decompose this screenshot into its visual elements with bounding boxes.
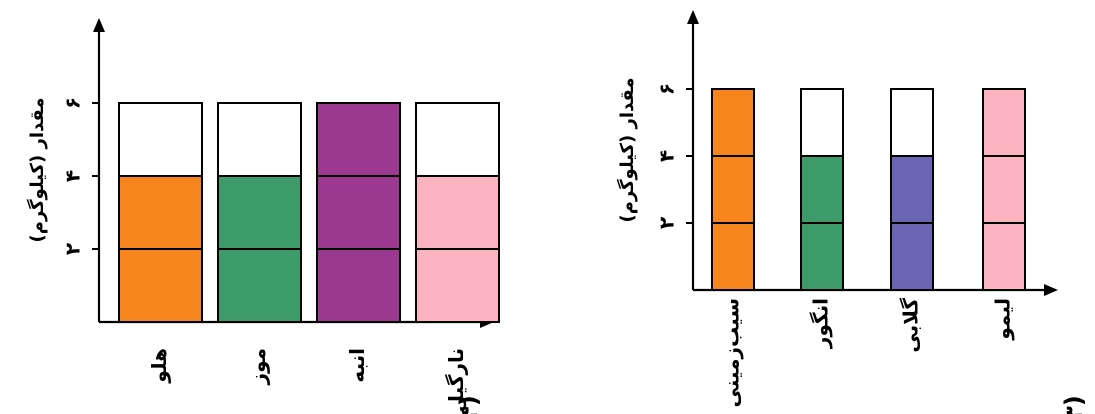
- bar: [217, 102, 302, 323]
- bar: [711, 88, 755, 291]
- bar-outline: [711, 88, 755, 291]
- bar-fill: [712, 89, 754, 290]
- bar: [118, 102, 203, 323]
- y-axis-label: مقدار (کیلوگرم): [26, 97, 48, 242]
- y-tick-label: ۴: [655, 150, 679, 162]
- bar: [800, 88, 844, 291]
- bar: [982, 88, 1026, 291]
- bar-outline: [982, 88, 1026, 291]
- bar-outline: [217, 102, 302, 323]
- category-label: موز: [246, 348, 270, 385]
- bar: [415, 102, 500, 323]
- x-axis-arrow: [1044, 284, 1058, 296]
- category-label: هلو: [147, 348, 171, 384]
- category-label: انبه: [345, 348, 369, 383]
- y-tick-label: ۴: [61, 170, 85, 182]
- bar-outline: [316, 102, 401, 323]
- bar-fill: [317, 103, 400, 322]
- bar-outline: [415, 102, 500, 323]
- bar-outline: [800, 88, 844, 291]
- category-label: گلابی: [899, 298, 923, 353]
- bar-outline: [118, 102, 203, 323]
- y-tick-label: ۶: [655, 83, 679, 95]
- category-label: سیب‌زمینی: [720, 298, 744, 407]
- y-tick-label: ۶: [61, 97, 85, 109]
- y-tick-label: ۲: [655, 217, 679, 229]
- y-axis-arrow: [93, 18, 105, 32]
- bar-fill: [983, 89, 1025, 290]
- category-label: انگور: [809, 298, 833, 349]
- bar: [316, 102, 401, 323]
- y-axis-label: مقدار (کیلوگرم): [616, 77, 638, 222]
- category-label: لیمو: [991, 298, 1015, 341]
- panel-number: ۴): [455, 395, 483, 414]
- panel-number: ۳): [1060, 395, 1088, 414]
- y-tick-label: ۲: [61, 243, 85, 255]
- chart-2: ۲ ۴ ۶ مقدار (کیلوگرم) سیب‌زمینی انگور گلابی لیم…: [616, 10, 1088, 414]
- bar: [890, 88, 934, 291]
- bar-outline: [890, 88, 934, 291]
- category-label: نارگیل: [444, 348, 468, 412]
- y-axis-arrow: [687, 10, 699, 24]
